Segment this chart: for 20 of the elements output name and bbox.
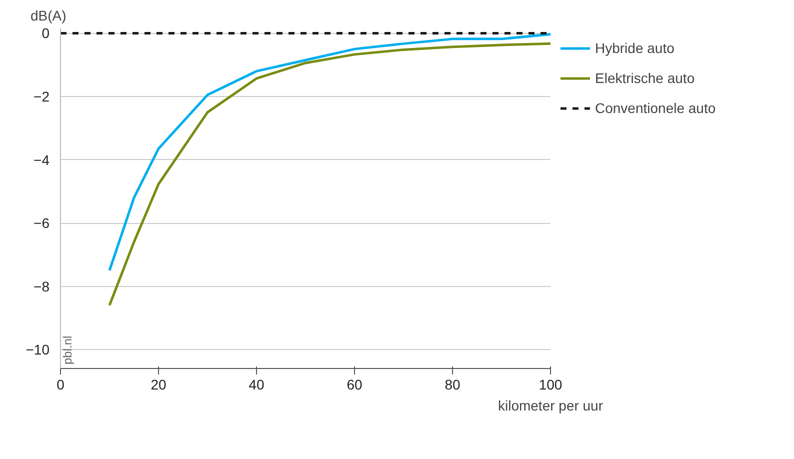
x-tick-label: 40 <box>248 376 264 392</box>
x-tick-label: 100 <box>538 376 562 392</box>
line-series <box>108 42 550 306</box>
y-tick-label: −10 <box>26 342 50 358</box>
x-tick-label: 20 <box>150 376 166 392</box>
y-tick-label: −8 <box>34 278 50 294</box>
legend-label: Elektrische auto <box>595 70 695 86</box>
x-tick-label: 0 <box>56 376 65 392</box>
legend-label: Conventionele auto <box>595 100 716 116</box>
legend-label: Hybride auto <box>595 40 674 56</box>
y-tick-label: −2 <box>34 88 50 104</box>
y-tick-label: 0 <box>42 25 50 42</box>
line-series <box>108 32 550 272</box>
annotation: pbl.nl <box>60 336 74 364</box>
y-tick-label: −4 <box>34 152 50 168</box>
y-axis-title: dB(A) <box>30 8 66 24</box>
x-tick-label: 80 <box>444 376 460 392</box>
x-tick-label: 60 <box>346 376 362 392</box>
y-tick-label: −6 <box>34 215 50 232</box>
x-axis-title: kilometer per uur <box>498 398 604 414</box>
